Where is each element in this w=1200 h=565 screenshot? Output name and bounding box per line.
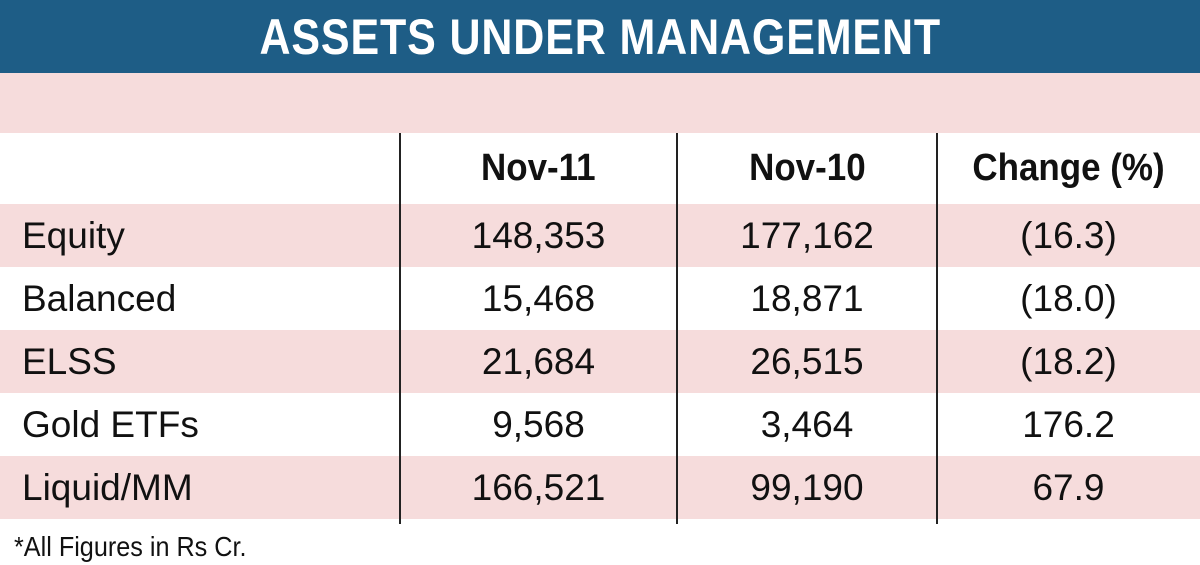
row-change: (18.2) bbox=[1020, 340, 1117, 382]
table-row: Balanced 15,468 18,871 (18.0) bbox=[0, 267, 1200, 330]
row-nov-10: 177,162 bbox=[740, 214, 874, 256]
header-nov-10: Nov-10 bbox=[748, 147, 866, 189]
row-category: Balanced bbox=[22, 277, 177, 319]
column-divider bbox=[399, 133, 401, 524]
row-nov-11: 9,568 bbox=[492, 403, 585, 445]
aum-table: Nov-11 Nov-10 Change (%) Equity 148,353 … bbox=[0, 133, 1200, 519]
header-category bbox=[0, 133, 400, 204]
page-title: ASSETS UNDER MANAGEMENT bbox=[259, 8, 941, 65]
table-row: Liquid/MM 166,521 99,190 67.9 bbox=[0, 456, 1200, 519]
row-change: (18.0) bbox=[1020, 277, 1117, 319]
header-change: Change (%) bbox=[972, 147, 1165, 189]
row-change: 67.9 bbox=[1032, 466, 1105, 508]
table-row: ELSS 21,684 26,515 (18.2) bbox=[0, 330, 1200, 393]
header-nov-11: Nov-11 bbox=[481, 147, 596, 189]
row-category: Gold ETFs bbox=[22, 403, 199, 445]
row-change: (16.3) bbox=[1020, 214, 1117, 256]
decorative-band bbox=[0, 73, 1200, 133]
footnote: *All Figures in Rs Cr. bbox=[14, 531, 247, 562]
row-change: 176.2 bbox=[1022, 403, 1115, 445]
row-nov-10: 18,871 bbox=[750, 277, 864, 319]
row-nov-10: 3,464 bbox=[760, 403, 854, 445]
row-category: Liquid/MM bbox=[22, 466, 193, 508]
row-nov-10: 99,190 bbox=[750, 466, 864, 508]
row-nov-11: 166,521 bbox=[471, 466, 606, 508]
column-divider bbox=[676, 133, 678, 524]
row-category: ELSS bbox=[22, 340, 117, 382]
column-divider bbox=[936, 133, 938, 524]
row-nov-10: 26,515 bbox=[750, 340, 864, 382]
table-header-row: Nov-11 Nov-10 Change (%) bbox=[0, 133, 1200, 204]
row-category: Equity bbox=[22, 214, 125, 256]
row-nov-11: 15,468 bbox=[481, 277, 596, 319]
title-banner: ASSETS UNDER MANAGEMENT bbox=[0, 0, 1200, 73]
table-row: Equity 148,353 177,162 (16.3) bbox=[0, 204, 1200, 267]
row-nov-11: 148,353 bbox=[471, 214, 606, 256]
row-nov-11: 21,684 bbox=[481, 340, 596, 382]
table-row: Gold ETFs 9,568 3,464 176.2 bbox=[0, 393, 1200, 456]
